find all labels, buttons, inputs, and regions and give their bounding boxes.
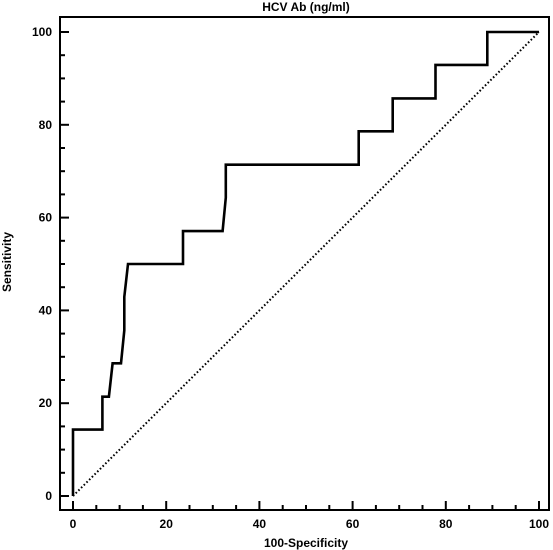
y-tick-label: 0 [45,489,52,503]
y-axis-title: Sensitivity [0,232,14,292]
y-tick-label: 100 [32,25,52,39]
chart-title: HCV Ab (ng/ml) [262,0,350,14]
x-tick-label: 80 [439,517,453,531]
x-tick-label: 0 [70,517,77,531]
series-layer [71,30,540,497]
reference-diagonal-line [72,31,540,497]
roc-curve-line [71,30,539,496]
x-tick-label: 100 [529,517,549,531]
x-axis: 0 20 40 60 80 100 [70,501,549,531]
y-tick-label: 40 [39,303,53,317]
x-axis-title: 100-Specificity [264,536,348,550]
x-tick-label: 60 [346,517,360,531]
y-axis: 0 20 40 60 80 100 [32,25,69,503]
y-tick-label: 80 [39,118,53,132]
y-tick-label: 20 [39,396,53,410]
y-tick-label: 60 [39,211,53,225]
x-tick-label: 40 [253,517,267,531]
x-tick-label: 20 [160,517,174,531]
